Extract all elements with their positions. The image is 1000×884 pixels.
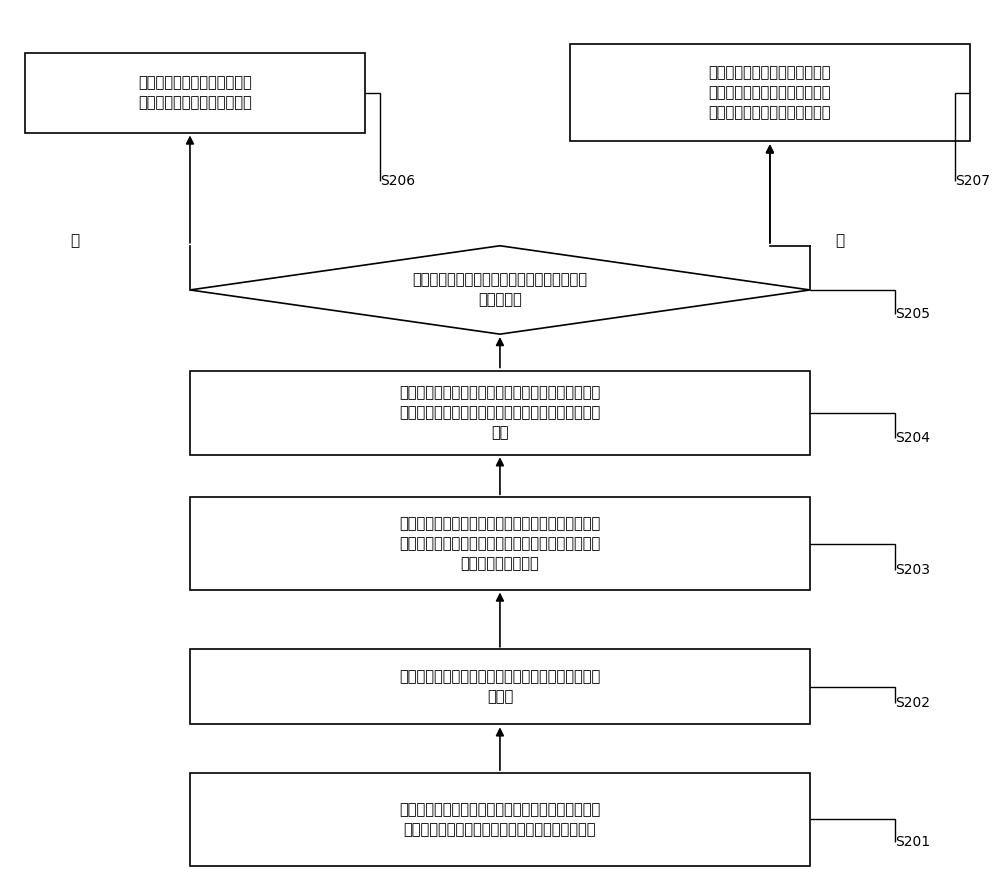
FancyBboxPatch shape: [190, 497, 810, 591]
Text: 若判断接入设备为充电设备，则移动终端生成切换控
制信号: 若判断接入设备为充电设备，则移动终端生成切换控 制信号: [399, 669, 601, 705]
FancyBboxPatch shape: [570, 44, 970, 141]
Text: 移动终端控制充电设备以第二预
设电流对移动终端进行充电，该
第一预设电流大于第二预设电流: 移动终端控制充电设备以第二预 设电流对移动终端进行充电，该 第一预设电流大于第二…: [709, 65, 831, 120]
FancyBboxPatch shape: [25, 53, 365, 133]
Text: S201: S201: [895, 834, 930, 849]
Text: 移动终端根据该切换控制信号触发内置的切换开关进
行切换操作，以切断与充电设备的差分端口的正端口
之间的数据传输通道: 移动终端根据该切换控制信号触发内置的切换开关进 行切换操作，以切断与充电设备的差…: [399, 516, 601, 571]
FancyBboxPatch shape: [190, 370, 810, 454]
Text: 是: 是: [70, 233, 80, 248]
Text: S207: S207: [955, 174, 990, 188]
Text: 移动终端控制充电设备以第一
预设电流对移动终端进行充电: 移动终端控制充电设备以第一 预设电流对移动终端进行充电: [138, 75, 252, 110]
FancyBboxPatch shape: [190, 649, 810, 725]
FancyBboxPatch shape: [190, 773, 810, 866]
Text: 当检测到移动终端与接入设备的供电总线端口形成电
连接时，移动终端确定该接入设备是否为充电设备: 当检测到移动终端与接入设备的供电总线端口形成电 连接时，移动终端确定该接入设备是…: [399, 802, 601, 837]
Text: S204: S204: [895, 431, 930, 445]
Text: S202: S202: [895, 696, 930, 710]
Text: S206: S206: [380, 174, 415, 188]
Text: 移动终端切断与充电设备的差分端口的正端口之间的
数据传输通道后，读取充电设备的差分端口的正端口
电压: 移动终端切断与充电设备的差分端口的正端口之间的 数据传输通道后，读取充电设备的差…: [399, 385, 601, 440]
Text: 移动终端判断该正端口电压是否在相应的预设
电压区间内: 移动终端判断该正端口电压是否在相应的预设 电压区间内: [412, 272, 587, 308]
Text: S203: S203: [895, 563, 930, 577]
Polygon shape: [190, 246, 810, 334]
Text: 否: 否: [835, 233, 844, 248]
Text: S205: S205: [895, 307, 930, 321]
